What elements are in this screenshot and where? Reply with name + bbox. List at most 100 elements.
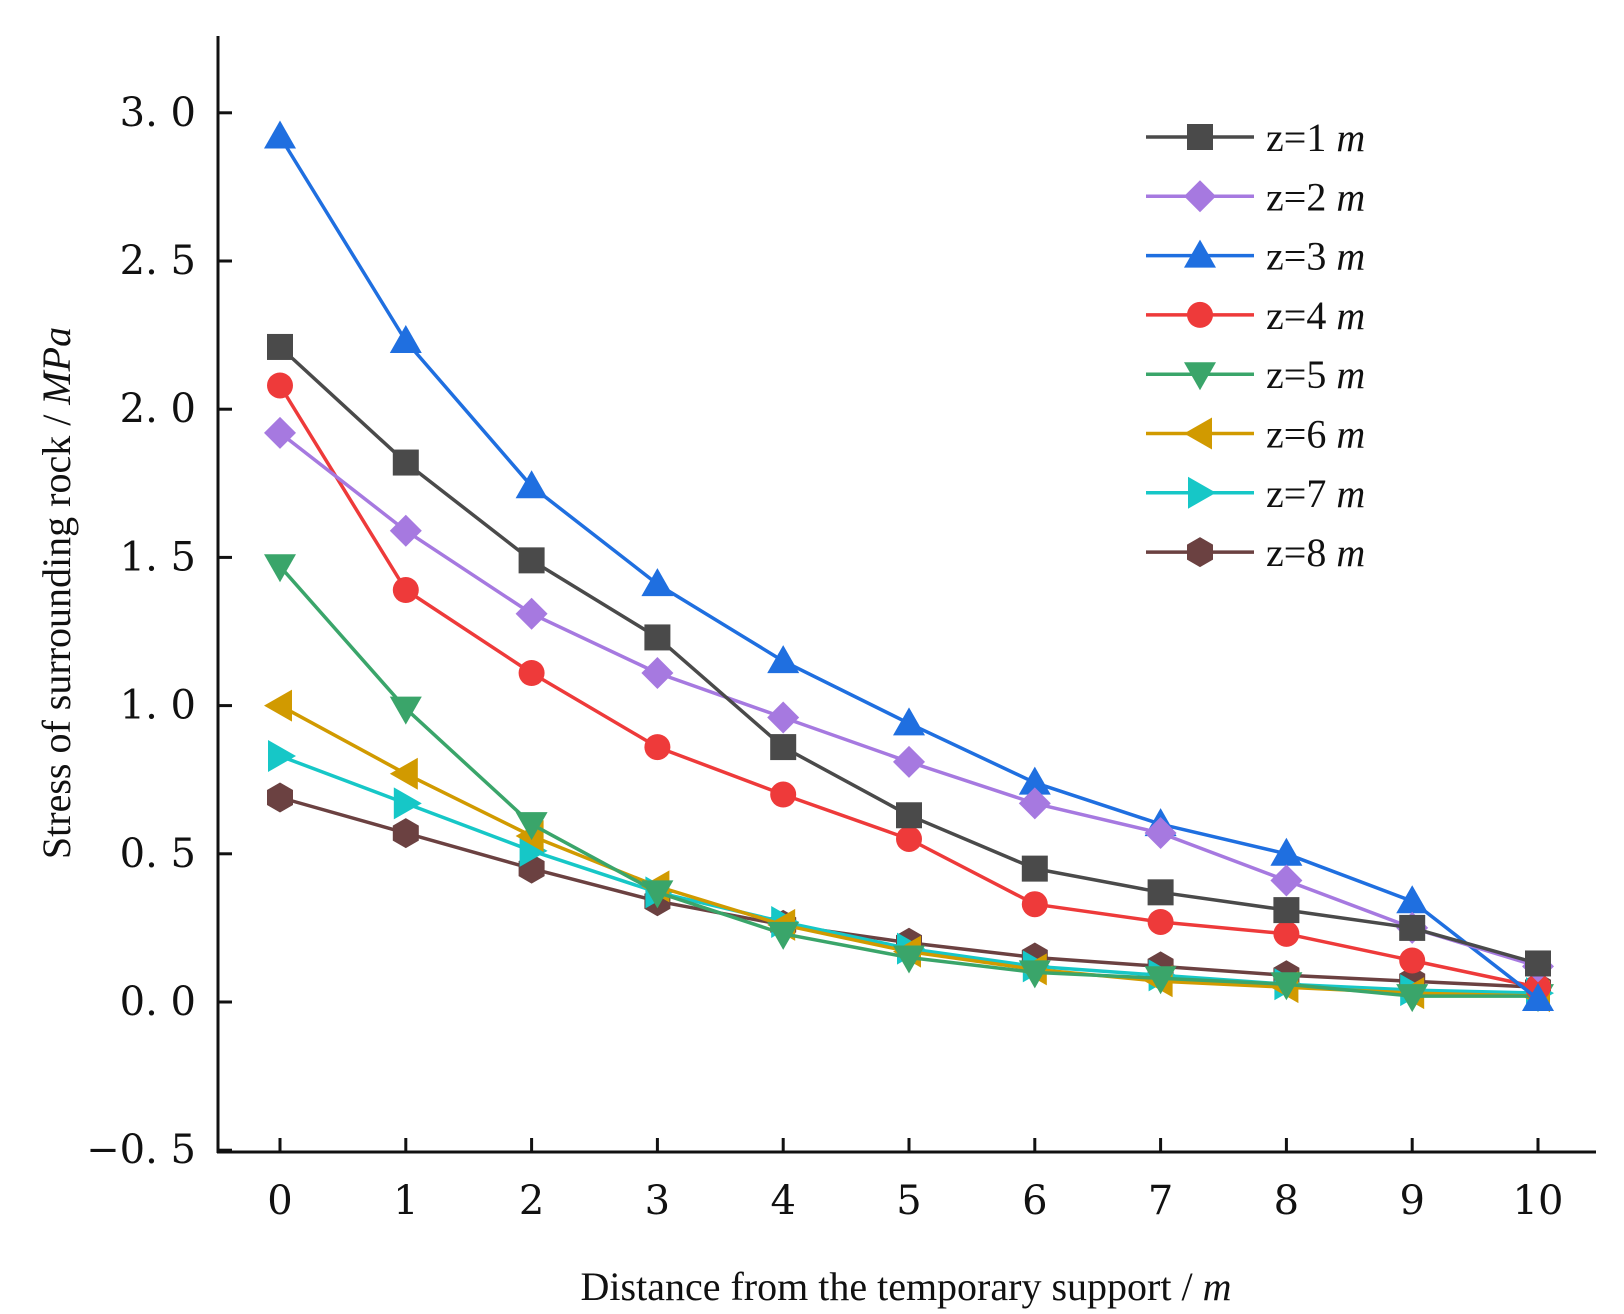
- legend-marker: [1184, 362, 1216, 391]
- x-tick-label: 6: [1022, 1178, 1047, 1224]
- data-point-z5: [893, 945, 925, 974]
- data-point-z1: [896, 802, 922, 829]
- x-tick-label: 8: [1274, 1178, 1299, 1224]
- data-point-z5: [389, 696, 422, 725]
- legend-item-z5: z=5 m: [1146, 352, 1365, 397]
- data-point-z5: [1396, 984, 1429, 1013]
- x-tick-label: 5: [896, 1178, 921, 1224]
- data-point-z3: [641, 568, 674, 597]
- data-point-z8: [267, 782, 293, 813]
- legend-label: z=2 m: [1266, 174, 1365, 219]
- legend-marker: [1187, 301, 1213, 328]
- legend-marker: [1184, 417, 1212, 450]
- y-tick-label: 1. 0: [120, 683, 196, 729]
- data-point-z1: [770, 734, 797, 761]
- legend-item-z2: z=2 m: [1146, 174, 1365, 219]
- data-point-z2: [1144, 817, 1177, 850]
- data-point-z2: [1270, 864, 1303, 897]
- x-tick-label: 0: [267, 1178, 292, 1224]
- legend-item-z1: z=1 m: [1146, 115, 1365, 160]
- legend-item-z3: z=3 m: [1146, 234, 1365, 279]
- data-point-z5: [1144, 966, 1177, 995]
- data-point-z4: [1273, 920, 1300, 947]
- data-point-z5: [515, 812, 548, 841]
- data-point-z5: [641, 880, 674, 909]
- series-z4: [267, 372, 1551, 1001]
- data-point-z4: [896, 825, 922, 852]
- y-tick-label: −0. 5: [86, 1127, 196, 1173]
- x-tick-label: 4: [770, 1178, 795, 1224]
- data-point-z5: [1018, 960, 1051, 989]
- legend-item-z6: z=6 m: [1146, 412, 1365, 457]
- axes: −0. 5 0. 0 0. 5 1. 0 1. 5 2. 0 2. 5 3. 0 0 1 2 3 4 5 6…: [86, 36, 1596, 1224]
- series-z2: [264, 416, 1554, 983]
- y-tick-label: 0. 5: [120, 831, 196, 877]
- data-point-z3: [767, 645, 800, 674]
- legend-marker: [1187, 124, 1213, 150]
- x-tick-label: 10: [1513, 1178, 1564, 1224]
- data-point-z1: [1147, 879, 1174, 906]
- legend-item-z4: z=4 m: [1146, 293, 1365, 338]
- series-layer: [264, 120, 1554, 1013]
- data-point-z3: [389, 325, 422, 354]
- legend-label: z=6 m: [1266, 412, 1365, 457]
- data-point-z3: [515, 470, 548, 499]
- data-point-z1: [392, 449, 419, 476]
- data-point-z1: [267, 333, 293, 360]
- y-axis-title: Stress of surrounding rock / MPa: [34, 327, 79, 859]
- data-point-z3: [1522, 983, 1554, 1012]
- legend-label: z=1 m: [1266, 115, 1365, 160]
- y-tick-label: 2. 5: [120, 238, 196, 284]
- data-point-z2: [389, 514, 422, 547]
- legend-label: z=5 m: [1266, 352, 1365, 397]
- data-point-z4: [392, 577, 419, 604]
- series-z1: [267, 333, 1551, 977]
- data-point-z1: [1399, 914, 1426, 941]
- series-z5: [264, 554, 1554, 1013]
- x-tick-label: 9: [1399, 1178, 1424, 1224]
- data-point-z5: [767, 921, 800, 950]
- data-point-z1: [644, 624, 671, 651]
- x-tick-label: 3: [645, 1178, 670, 1224]
- data-point-z5: [264, 554, 296, 583]
- data-point-z2: [893, 745, 925, 778]
- data-point-z6: [264, 689, 292, 722]
- data-point-z4: [770, 781, 797, 808]
- data-point-z5: [1270, 972, 1303, 1001]
- legend-label: z=3 m: [1266, 234, 1365, 279]
- legend-label: z=4 m: [1266, 293, 1365, 338]
- data-point-z2: [767, 701, 800, 734]
- legend-item-z7: z=7 m: [1146, 471, 1365, 516]
- data-point-z8: [392, 818, 419, 849]
- data-point-z1: [1273, 897, 1300, 924]
- data-point-z4: [644, 734, 671, 761]
- data-point-z3: [1270, 837, 1303, 866]
- data-point-z1: [518, 547, 545, 574]
- data-point-z7: [268, 739, 296, 772]
- data-point-z2: [515, 597, 548, 630]
- x-axis-title: Distance from the temporary support / m: [581, 1264, 1232, 1309]
- data-point-z3: [1018, 766, 1051, 795]
- data-point-z1: [1021, 855, 1048, 882]
- x-tick-label: 7: [1148, 1178, 1173, 1224]
- data-point-z7: [393, 787, 422, 820]
- legend-marker: [1184, 239, 1216, 268]
- data-point-z4: [1021, 891, 1048, 918]
- data-point-z3: [893, 707, 925, 736]
- data-point-z7: [519, 834, 548, 867]
- data-point-z4: [518, 659, 545, 686]
- legend-marker: [1188, 476, 1216, 509]
- legend-label: z=8 m: [1266, 530, 1365, 575]
- data-point-z2: [641, 656, 674, 689]
- y-tick-label: 0. 0: [120, 979, 196, 1025]
- x-tick-label: 1: [393, 1178, 418, 1224]
- data-point-z6: [389, 757, 418, 790]
- legend-item-z8: z=8 m: [1146, 530, 1365, 575]
- data-point-z3: [264, 120, 296, 149]
- legend-label: z=7 m: [1266, 471, 1365, 516]
- data-point-z1: [1525, 950, 1551, 977]
- data-point-z4: [267, 372, 293, 399]
- data-point-z4: [1399, 947, 1426, 974]
- x-tick-label: 2: [519, 1178, 544, 1224]
